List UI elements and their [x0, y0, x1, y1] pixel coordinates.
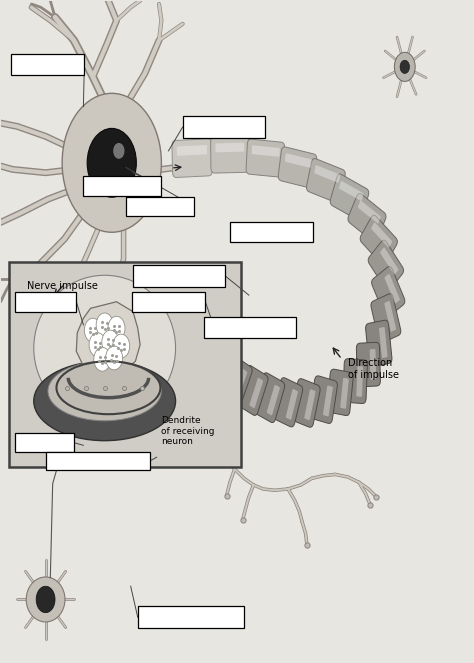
FancyBboxPatch shape — [172, 139, 212, 178]
FancyBboxPatch shape — [371, 223, 392, 247]
Bar — [182, 117, 265, 138]
FancyBboxPatch shape — [210, 137, 249, 173]
Bar — [126, 197, 194, 215]
Bar — [11, 54, 84, 75]
FancyBboxPatch shape — [380, 247, 398, 274]
Circle shape — [96, 313, 113, 337]
FancyBboxPatch shape — [370, 349, 376, 380]
Bar — [133, 265, 225, 286]
FancyBboxPatch shape — [220, 356, 252, 406]
Text: Direction
of impulse: Direction of impulse — [348, 358, 399, 379]
Ellipse shape — [34, 361, 175, 441]
Circle shape — [87, 129, 137, 197]
Circle shape — [36, 586, 55, 613]
FancyBboxPatch shape — [340, 378, 349, 408]
FancyBboxPatch shape — [348, 194, 386, 242]
FancyBboxPatch shape — [278, 147, 317, 188]
Ellipse shape — [62, 93, 161, 232]
FancyBboxPatch shape — [285, 153, 312, 168]
FancyBboxPatch shape — [304, 389, 316, 420]
FancyBboxPatch shape — [327, 369, 353, 416]
FancyBboxPatch shape — [314, 165, 340, 183]
FancyBboxPatch shape — [291, 379, 320, 427]
Ellipse shape — [34, 275, 175, 421]
Polygon shape — [76, 302, 140, 378]
FancyBboxPatch shape — [368, 240, 403, 290]
FancyBboxPatch shape — [339, 181, 364, 201]
Circle shape — [106, 346, 123, 370]
FancyBboxPatch shape — [177, 145, 207, 156]
FancyBboxPatch shape — [356, 342, 380, 387]
Circle shape — [102, 330, 119, 354]
FancyBboxPatch shape — [371, 294, 401, 343]
FancyBboxPatch shape — [254, 373, 285, 422]
Circle shape — [400, 60, 410, 74]
FancyBboxPatch shape — [384, 301, 396, 332]
FancyBboxPatch shape — [358, 201, 381, 223]
FancyBboxPatch shape — [360, 215, 397, 265]
FancyBboxPatch shape — [379, 327, 388, 358]
FancyBboxPatch shape — [273, 378, 303, 427]
FancyBboxPatch shape — [384, 274, 400, 304]
Bar — [138, 606, 244, 628]
FancyBboxPatch shape — [215, 143, 244, 152]
FancyBboxPatch shape — [267, 385, 280, 415]
Text: Nerve impulse: Nerve impulse — [27, 280, 98, 290]
FancyBboxPatch shape — [307, 158, 345, 203]
FancyBboxPatch shape — [323, 385, 333, 416]
FancyBboxPatch shape — [236, 365, 268, 416]
FancyBboxPatch shape — [233, 369, 247, 399]
FancyBboxPatch shape — [310, 376, 337, 424]
Bar — [83, 176, 161, 196]
Circle shape — [113, 143, 125, 159]
Bar — [230, 222, 313, 242]
Ellipse shape — [26, 577, 65, 622]
FancyBboxPatch shape — [365, 320, 392, 367]
FancyBboxPatch shape — [330, 174, 369, 220]
Bar — [15, 434, 74, 452]
Circle shape — [113, 334, 130, 358]
FancyBboxPatch shape — [246, 139, 284, 177]
Bar — [132, 292, 205, 312]
FancyBboxPatch shape — [356, 366, 363, 396]
Text: Dendrite
of receiving
neuron: Dendrite of receiving neuron — [161, 416, 215, 446]
Circle shape — [94, 347, 111, 371]
FancyBboxPatch shape — [286, 389, 298, 420]
FancyBboxPatch shape — [252, 145, 280, 156]
Circle shape — [89, 333, 106, 357]
FancyBboxPatch shape — [372, 267, 405, 317]
FancyBboxPatch shape — [343, 359, 367, 404]
FancyBboxPatch shape — [249, 378, 263, 408]
Circle shape — [108, 316, 125, 340]
Bar — [15, 292, 76, 312]
Circle shape — [84, 318, 101, 342]
Bar — [46, 452, 150, 471]
Ellipse shape — [48, 361, 161, 421]
Bar — [204, 317, 296, 338]
Bar — [9, 262, 241, 467]
Circle shape — [223, 361, 240, 385]
Circle shape — [394, 52, 415, 82]
